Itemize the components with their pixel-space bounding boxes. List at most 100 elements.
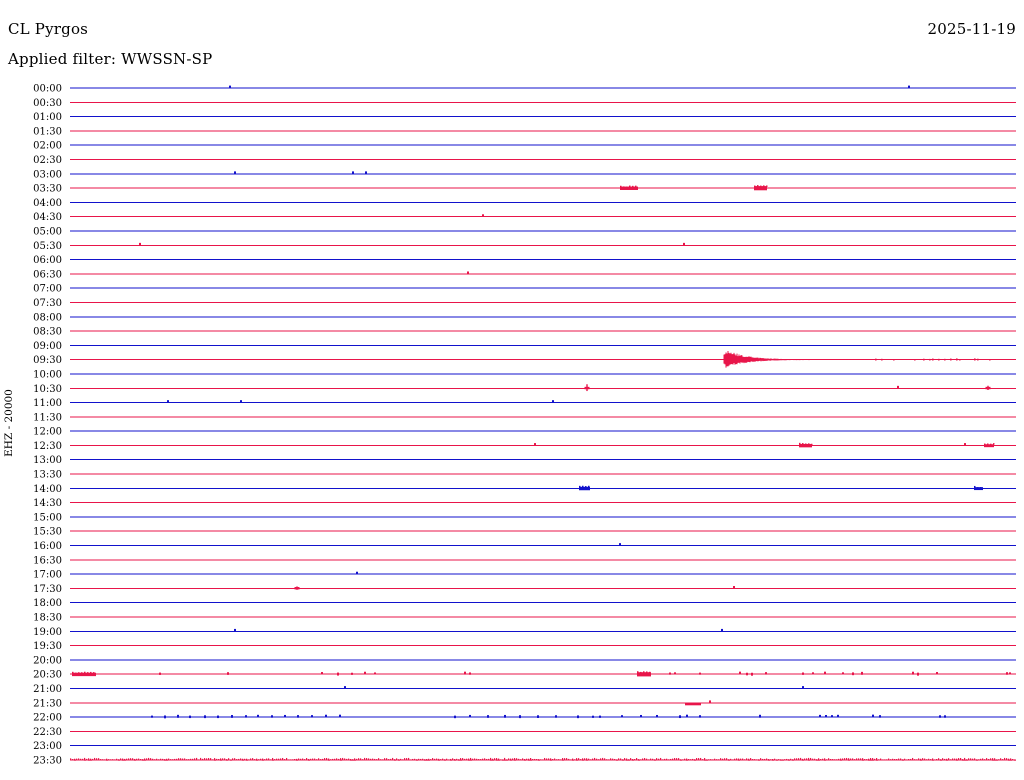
row-time-label: 10:00: [33, 369, 62, 380]
row-time-label: 13:00: [33, 455, 62, 466]
trace-events: [229, 85, 910, 88]
trace-events: [723, 350, 991, 368]
trace-row-13:00: 13:00: [33, 455, 1016, 466]
row-time-label: 23:00: [33, 741, 62, 752]
trace-row-06:00: 06:00: [33, 255, 1016, 266]
trace-row-15:00: 15:00: [33, 512, 1016, 523]
trace-row-21:30: 21:30: [33, 698, 1016, 709]
trace-row-05:00: 05:00: [33, 226, 1016, 237]
trace-row-12:30: 12:30: [33, 441, 1016, 452]
trace-row-08:30: 08:30: [33, 327, 1016, 338]
trace-row-10:00: 10:00: [33, 369, 1016, 380]
trace-row-10:30: 10:30: [33, 384, 1016, 395]
trace-row-17:00: 17:00: [33, 570, 1016, 581]
trace-row-07:30: 07:30: [33, 298, 1016, 309]
trace-row-02:00: 02:00: [33, 141, 1016, 152]
row-time-label: 14:30: [33, 498, 62, 509]
trace-events: [70, 757, 1016, 761]
row-time-label: 20:00: [33, 655, 62, 666]
trace-row-05:30: 05:30: [33, 241, 1016, 252]
row-time-label: 04:30: [33, 212, 62, 223]
row-time-label: 18:00: [33, 598, 62, 609]
row-time-label: 19:30: [33, 641, 62, 652]
trace-events: [579, 485, 983, 491]
trace-row-09:00: 09:00: [33, 341, 1016, 352]
trace-row-23:00: 23:00: [33, 741, 1016, 752]
row-time-label: 11:30: [33, 412, 62, 423]
trace-row-01:30: 01:30: [33, 126, 1016, 137]
trace-events: [72, 671, 1011, 677]
trace-row-19:30: 19:30: [33, 641, 1016, 652]
row-time-label: 23:30: [33, 756, 62, 767]
row-time-label: 15:00: [33, 512, 62, 523]
trace-row-20:00: 20:00: [33, 655, 1016, 666]
trace-events: [294, 586, 735, 590]
trace-row-21:00: 21:00: [33, 684, 1016, 695]
trace-row-19:00: 19:00: [33, 627, 1016, 638]
applied-filter-label: Applied filter: WWSSN-SP: [8, 50, 213, 68]
trace-row-18:30: 18:30: [33, 613, 1016, 624]
row-time-label: 04:00: [33, 198, 62, 209]
row-time-label: 15:30: [33, 527, 62, 538]
row-time-label: 22:00: [33, 713, 62, 724]
row-time-label: 07:00: [33, 284, 62, 295]
trace-row-08:00: 08:00: [33, 312, 1016, 323]
row-time-label: 14:00: [33, 484, 62, 495]
trace-row-12:00: 12:00: [33, 427, 1016, 438]
trace-events: [467, 271, 469, 274]
trace-events: [619, 543, 621, 546]
trace-row-11:30: 11:30: [33, 412, 1016, 423]
row-time-label: 09:30: [33, 355, 62, 366]
trace-row-02:30: 02:30: [33, 155, 1016, 166]
row-time-label: 03:30: [33, 184, 62, 195]
trace-row-14:00: 14:00: [33, 484, 1016, 495]
trace-events: [584, 384, 991, 392]
row-time-label: 02:00: [33, 141, 62, 152]
trace-row-09:30: 09:30: [33, 350, 1016, 368]
trace-events: [685, 700, 711, 706]
trace-events: [534, 442, 995, 448]
row-time-label: 16:00: [33, 541, 62, 552]
trace-row-04:00: 04:00: [33, 198, 1016, 209]
trace-row-01:00: 01:00: [33, 112, 1016, 123]
trace-row-11:00: 11:00: [33, 398, 1016, 409]
row-time-label: 07:30: [33, 298, 62, 309]
trace-events: [344, 686, 804, 689]
trace-row-16:30: 16:30: [33, 555, 1016, 566]
trace-row-04:30: 04:30: [33, 212, 1016, 223]
trace-row-22:00: 22:00: [33, 713, 1016, 724]
row-time-label: 17:30: [33, 584, 62, 595]
row-time-label: 19:00: [33, 627, 62, 638]
date-label: 2025-11-19: [927, 20, 1016, 38]
trace-events: [234, 628, 723, 632]
row-time-label: 00:30: [33, 98, 62, 109]
trace-row-13:30: 13:30: [33, 470, 1016, 481]
y-axis-label: EHZ - 20000: [3, 389, 15, 457]
row-time-label: 13:30: [33, 470, 62, 481]
row-time-label: 05:00: [33, 226, 62, 237]
row-time-label: 00:00: [33, 84, 62, 95]
trace-row-15:30: 15:30: [33, 527, 1016, 538]
trace-row-20:30: 20:30: [33, 670, 1016, 681]
trace-row-16:00: 16:00: [33, 541, 1016, 552]
trace-row-14:30: 14:30: [33, 498, 1016, 509]
row-time-label: 05:30: [33, 241, 62, 252]
trace-row-18:00: 18:00: [33, 598, 1016, 609]
row-time-label: 01:30: [33, 126, 62, 137]
trace-row-07:00: 07:00: [33, 284, 1016, 295]
trace-row-22:30: 22:30: [33, 727, 1016, 738]
row-time-label: 10:30: [33, 384, 62, 395]
trace-events: [356, 571, 358, 575]
row-time-label: 12:30: [33, 441, 62, 452]
row-time-label: 09:00: [33, 341, 62, 352]
trace-events: [151, 714, 946, 719]
trace-events: [139, 242, 685, 246]
row-time-label: 06:30: [33, 269, 62, 280]
row-time-label: 12:00: [33, 427, 62, 438]
trace-events: [620, 185, 768, 191]
trace-row-06:30: 06:30: [33, 269, 1016, 280]
row-time-label: 21:00: [33, 684, 62, 695]
station-title: CL Pyrgos: [8, 20, 89, 38]
trace-events: [167, 400, 554, 403]
